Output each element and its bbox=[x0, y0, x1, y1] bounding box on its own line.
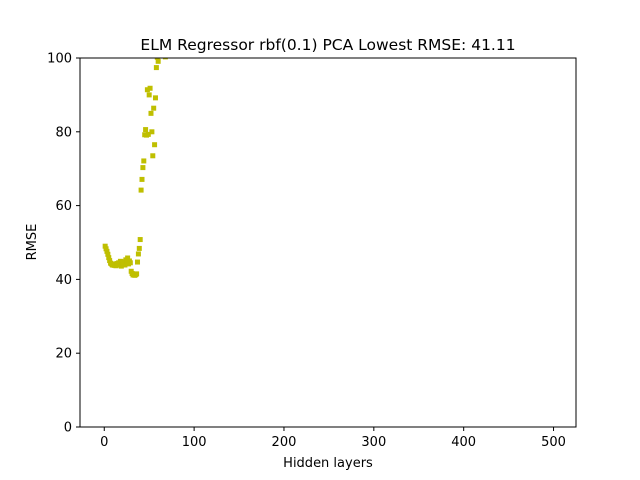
data-point bbox=[144, 87, 150, 93]
data-point bbox=[105, 251, 111, 257]
y-axis-label: RMSE bbox=[25, 224, 40, 261]
chart-title: ELM Regressor rbf(0.1) PCA Lowest RMSE: … bbox=[140, 36, 515, 54]
x-axis-ticks: 0 100 200 300 400 500 bbox=[100, 427, 566, 450]
x-tick-label: 200 bbox=[272, 435, 297, 450]
y-tick-label: 80 bbox=[55, 125, 72, 140]
plot-area bbox=[79, 57, 577, 428]
data-point bbox=[103, 246, 109, 252]
data-point bbox=[107, 258, 113, 264]
y-tick-label: 0 bbox=[64, 421, 72, 436]
data-point bbox=[136, 245, 142, 251]
x-tick-label: 400 bbox=[451, 435, 476, 450]
data-point bbox=[151, 105, 157, 111]
x-axis-label: Hidden layers bbox=[283, 456, 373, 471]
data-point bbox=[145, 131, 151, 137]
x-tick-label: 500 bbox=[541, 435, 566, 450]
data-point bbox=[104, 248, 110, 254]
data-point bbox=[141, 158, 147, 164]
y-tick-label: 60 bbox=[55, 199, 72, 214]
data-point bbox=[149, 129, 155, 135]
data-point bbox=[135, 259, 141, 265]
data-point bbox=[122, 262, 128, 268]
data-point bbox=[134, 271, 140, 277]
y-tick-label: 100 bbox=[47, 52, 72, 67]
data-point bbox=[148, 110, 154, 116]
y-tick-label: 40 bbox=[55, 273, 72, 288]
data-point bbox=[135, 251, 141, 257]
data-point bbox=[138, 187, 144, 193]
data-point bbox=[137, 237, 143, 243]
data-point bbox=[146, 92, 152, 98]
data-point bbox=[127, 260, 133, 266]
y-tick-label: 20 bbox=[55, 347, 72, 362]
data-point bbox=[150, 153, 156, 159]
data-point bbox=[155, 58, 161, 64]
x-tick-label: 100 bbox=[182, 435, 207, 450]
plot-frame bbox=[80, 58, 576, 427]
data-points bbox=[102, 58, 168, 278]
data-point bbox=[143, 127, 149, 133]
data-point bbox=[162, 58, 168, 60]
data-point bbox=[147, 85, 153, 91]
data-point bbox=[125, 255, 131, 261]
data-point bbox=[102, 243, 108, 249]
x-tick-label: 300 bbox=[361, 435, 386, 450]
data-point bbox=[140, 165, 146, 171]
data-point bbox=[153, 65, 159, 71]
data-point bbox=[152, 95, 158, 101]
data-point bbox=[139, 176, 145, 182]
data-point bbox=[106, 255, 112, 261]
axes-spines bbox=[79, 57, 577, 428]
y-axis-ticks: 0 20 40 60 80 100 bbox=[47, 52, 80, 436]
x-tick-label: 0 bbox=[100, 435, 108, 450]
data-point bbox=[152, 142, 158, 148]
